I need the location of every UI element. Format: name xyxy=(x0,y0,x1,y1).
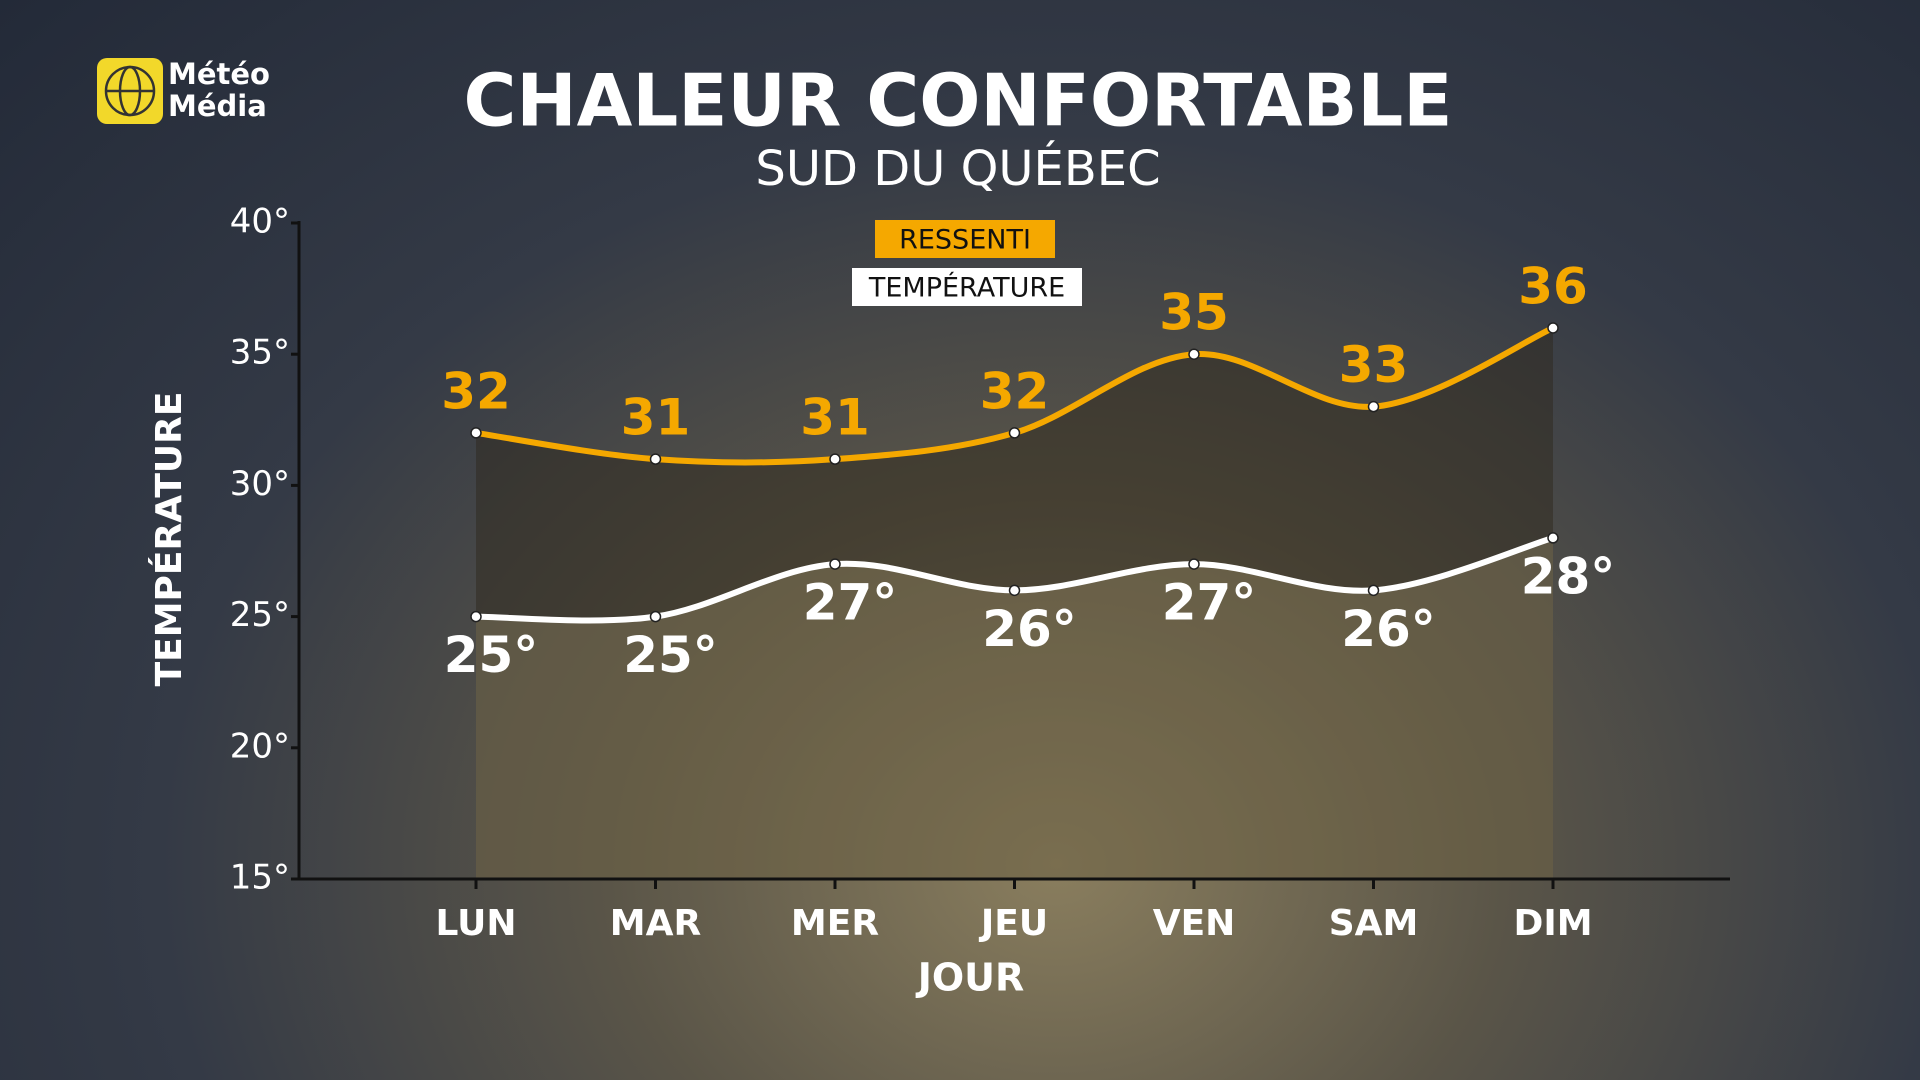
x-tick-label: SAM xyxy=(1329,903,1419,944)
logo: Météo Média xyxy=(97,57,270,124)
point xyxy=(1547,322,1559,334)
x-tick-label: DIM xyxy=(1513,903,1592,944)
x-tick-label: MAR xyxy=(610,903,701,944)
value-label: 27° xyxy=(803,574,898,632)
legend-swatch xyxy=(852,268,1082,306)
point xyxy=(829,558,841,570)
y-tick-label: 25° xyxy=(230,595,290,635)
point xyxy=(1547,532,1559,544)
x-tick-label: VEN xyxy=(1153,903,1236,944)
point xyxy=(1367,400,1380,413)
y-tick-label: 40° xyxy=(230,202,290,242)
legend-label: TEMPÉRATURE xyxy=(868,272,1065,304)
x-axis-label: JOUR xyxy=(915,956,1025,1000)
value-label: 25° xyxy=(444,626,539,684)
y-tick-label: 30° xyxy=(230,464,290,504)
y-tick-label: 35° xyxy=(230,333,290,373)
value-label: 26° xyxy=(982,600,1077,658)
value-label: 33 xyxy=(1339,336,1409,394)
area xyxy=(476,537,1553,879)
logo-text: Météo xyxy=(168,57,270,91)
point xyxy=(1008,584,1021,597)
y-axis-label: TEMPÉRATURE xyxy=(148,392,190,687)
value-label: 25° xyxy=(623,626,718,684)
value-label: 31 xyxy=(621,389,691,447)
point xyxy=(1188,558,1200,570)
area xyxy=(476,327,1553,880)
point xyxy=(1008,427,1021,439)
point xyxy=(649,610,662,623)
value-label: 27° xyxy=(1162,574,1257,632)
value-label: 35 xyxy=(1159,284,1229,342)
x-tick-label: MER xyxy=(791,903,879,944)
point xyxy=(1188,348,1200,360)
value-label: 26° xyxy=(1341,600,1436,658)
value-label: 32 xyxy=(980,362,1050,420)
value-label: 31 xyxy=(800,389,870,447)
y-tick-label: 20° xyxy=(230,726,290,766)
legend-swatch xyxy=(875,220,1055,258)
x-tick-label: LUN xyxy=(435,903,516,944)
x-tick-label: JEU xyxy=(978,903,1048,944)
point xyxy=(1367,584,1380,597)
value-label: 28° xyxy=(1521,547,1616,605)
value-label: 32 xyxy=(441,362,511,420)
y-tick-label: 15° xyxy=(230,858,290,898)
logo-text: Média xyxy=(168,89,267,123)
legend-label: RESSENTI xyxy=(899,225,1031,256)
point xyxy=(649,453,662,465)
chart-title: CHALEUR CONFORTABLE xyxy=(464,59,1453,143)
chart-subtitle: SUD DU QUÉBEC xyxy=(755,140,1160,197)
value-label: 36 xyxy=(1518,257,1588,315)
point xyxy=(829,453,841,465)
point xyxy=(470,427,482,439)
point xyxy=(470,610,482,623)
logo-globe xyxy=(104,65,156,117)
